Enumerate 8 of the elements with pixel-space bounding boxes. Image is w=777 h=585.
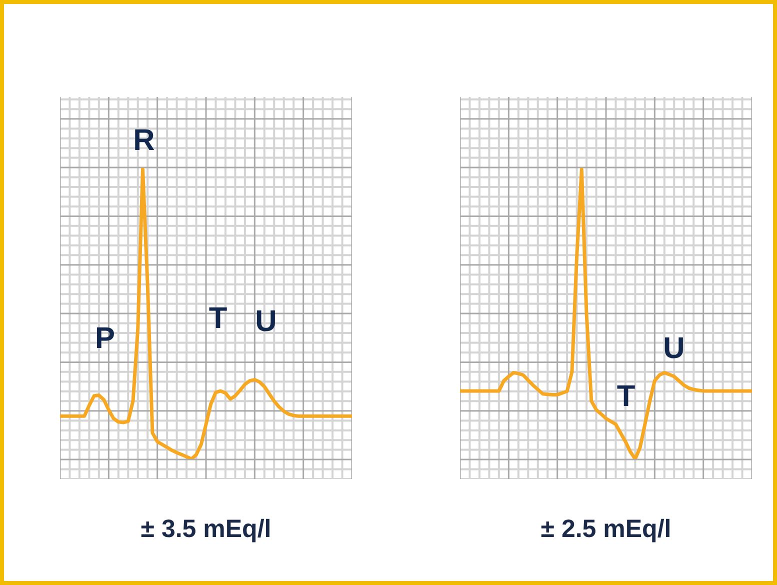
annotation: T (616, 379, 636, 415)
x-axis-title: ± 3.5 mEq/l (140, 515, 272, 544)
annotation: P (94, 321, 116, 357)
annotation: U (662, 331, 686, 367)
text: R (132, 123, 156, 159)
x-axis-title: ± 2.5 mEq/l (540, 515, 672, 544)
annotation: T (208, 301, 228, 337)
annotation: U (254, 304, 278, 340)
